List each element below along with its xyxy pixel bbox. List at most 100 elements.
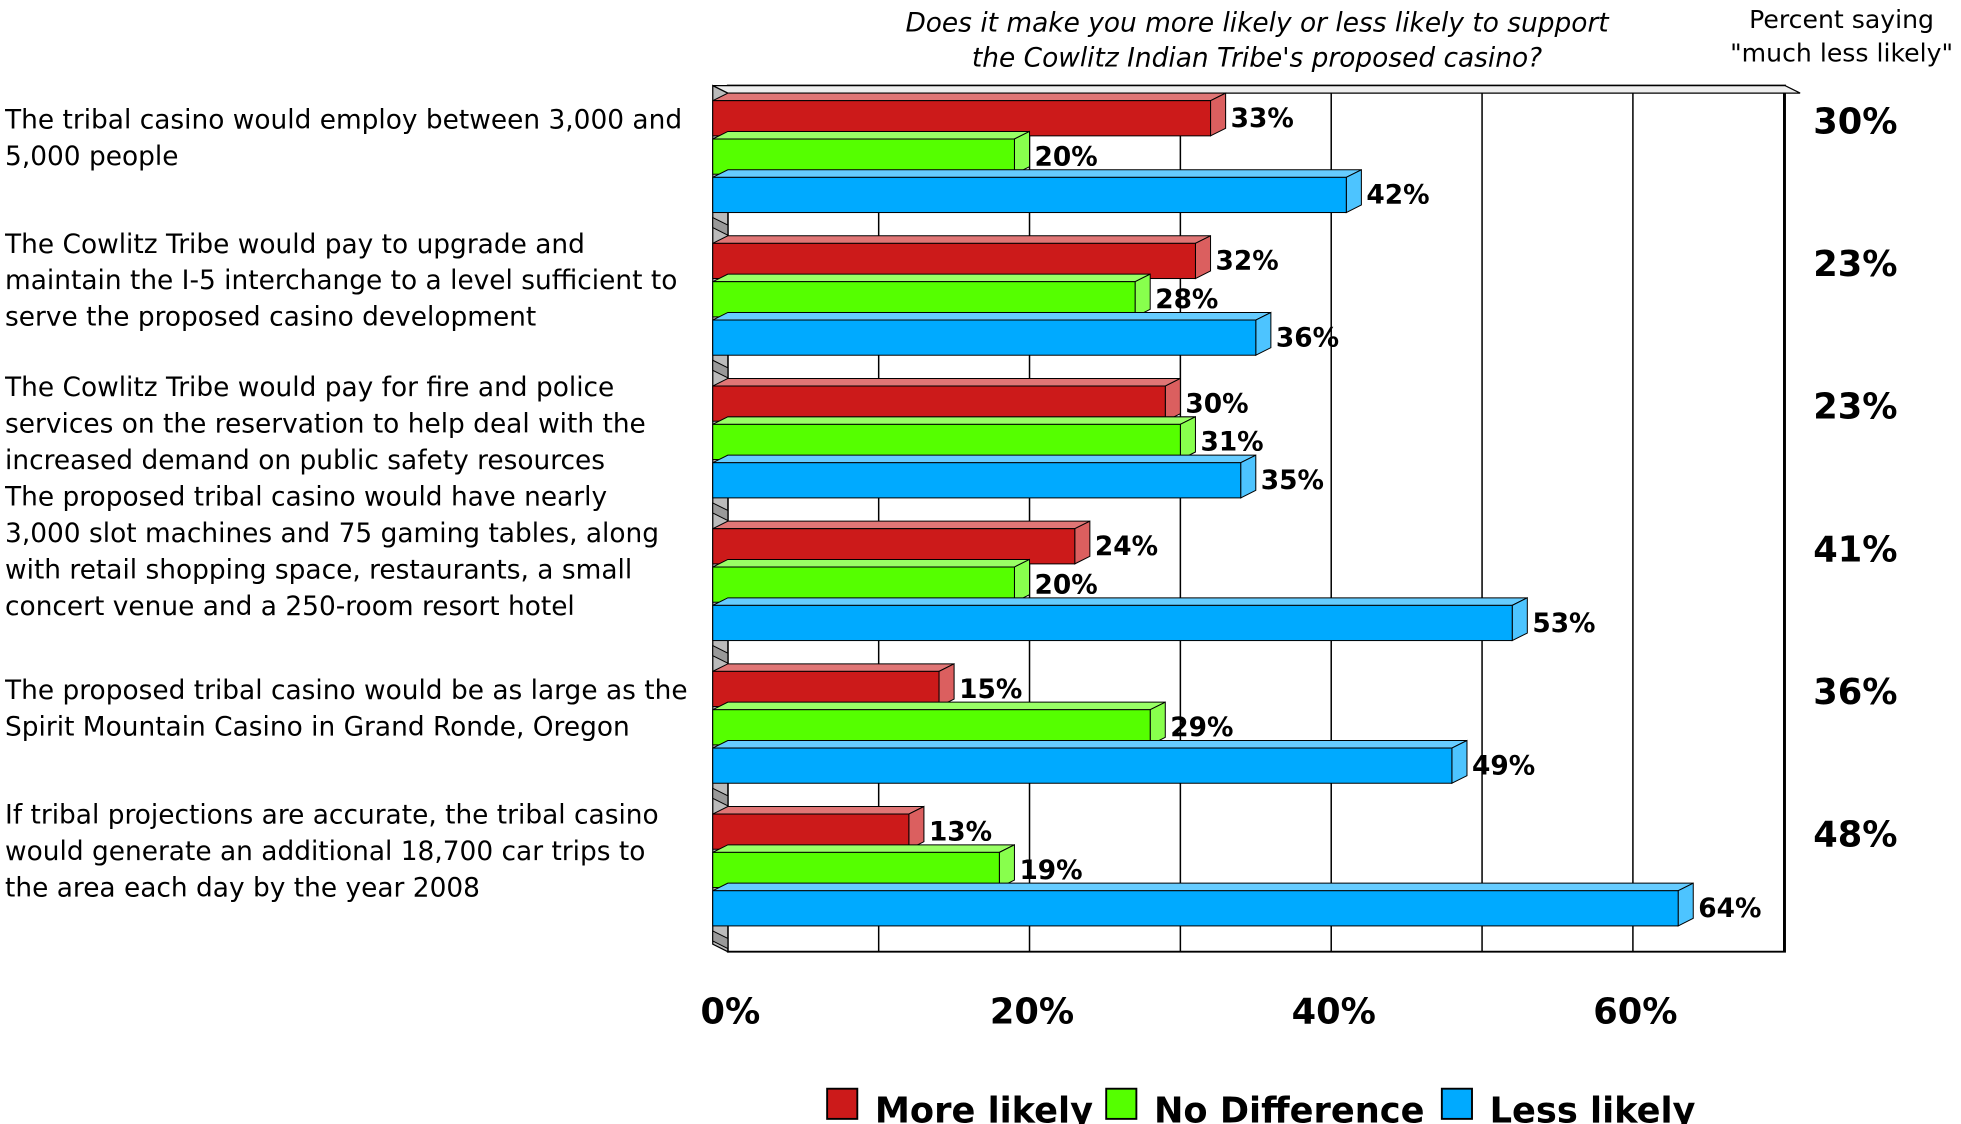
bar-front: [712, 462, 1242, 499]
bar: [712, 739, 1468, 785]
side-value: 23%: [1813, 244, 1897, 285]
bar: [712, 168, 1362, 214]
side-value: 36%: [1813, 672, 1897, 713]
bar-front: [712, 566, 1015, 603]
category-box: If tribal projections are accurate, the …: [5, 800, 659, 903]
value-label: 29%: [1170, 713, 1233, 743]
bar-side: [1179, 415, 1196, 461]
value-label: 53%: [1532, 609, 1595, 639]
value-label: 31%: [1200, 428, 1263, 458]
bar-side: [1240, 454, 1257, 499]
x-tick-label: 60%: [1593, 991, 1677, 1032]
x-tick-label: 20%: [990, 991, 1074, 1032]
bar-top: [712, 273, 1151, 283]
bar-top: [712, 805, 925, 815]
bar-top: [712, 311, 1272, 321]
side-title: Percent saying "much less likely": [1730, 3, 1954, 68]
bar-top: [712, 558, 1030, 568]
bar: [712, 882, 1694, 927]
category-text: The Cowlitz Tribe would pay to upgrade a…: [5, 228, 678, 332]
group-divider: [712, 359, 729, 379]
x-tick-label: 40%: [1292, 991, 1376, 1032]
bar-front: [712, 281, 1136, 318]
bar: [712, 454, 1257, 499]
bar-side: [1149, 701, 1166, 746]
bar-side: [1164, 377, 1181, 423]
legend-swatch: [1440, 1087, 1473, 1120]
bar-top: [712, 130, 1030, 140]
bar-side: [1013, 130, 1031, 176]
bar-front: [712, 528, 1076, 565]
bar-front: [712, 423, 1181, 461]
bar: [712, 130, 1031, 176]
bar-front: [712, 709, 1151, 746]
category-label: The Cowlitz Tribe would pay for fire and…: [5, 336, 690, 512]
value-label: 20%: [1035, 570, 1098, 600]
bar-front: [712, 890, 1679, 927]
category-box: The proposed tribal casino would be as l…: [5, 621, 690, 797]
bar-side: [1210, 92, 1227, 137]
bar-top: [712, 377, 1181, 387]
legend-label: More likely: [875, 1091, 1093, 1124]
side-value: 41%: [1813, 529, 1897, 570]
category-label: The proposed tribal casino would have ne…: [5, 463, 690, 639]
bar: [712, 311, 1272, 357]
bar-side: [1451, 739, 1468, 785]
category-box: The proposed tribal casino would have ne…: [5, 463, 690, 639]
side-value: 30%: [1813, 101, 1897, 142]
bar-front: [712, 176, 1347, 214]
group-divider: [712, 644, 729, 665]
group-divider: [712, 502, 729, 522]
bar-top: [712, 454, 1257, 464]
bar-side: [998, 844, 1015, 889]
category-text: The proposed tribal casino would be as l…: [5, 675, 688, 742]
bar-top: [712, 663, 955, 672]
bar: [712, 234, 1212, 280]
bar-front: [712, 670, 940, 708]
bar-front: [712, 747, 1453, 784]
value-label: 13%: [929, 817, 992, 847]
bar-front: [712, 138, 1015, 175]
bar: [712, 597, 1528, 642]
category-label: The proposed tribal casino would be as l…: [5, 621, 690, 797]
bar-top: [712, 235, 1211, 244]
value-label: 33%: [1231, 104, 1294, 134]
bar-side: [1013, 558, 1031, 604]
legend-label: No Difference: [1154, 1091, 1425, 1124]
bar-side: [1074, 520, 1091, 565]
side-title-box: Percent saying "much less likely": [1730, 3, 1954, 68]
bar: [712, 520, 1091, 565]
bar-side: [1345, 168, 1362, 214]
bar-side: [1677, 882, 1694, 927]
value-label: 28%: [1155, 285, 1218, 315]
legend-label: Less likely: [1490, 1091, 1696, 1124]
bar: [712, 663, 955, 708]
bar-top: [712, 597, 1528, 606]
bar-front: [712, 100, 1212, 137]
bar-top: [712, 882, 1694, 892]
bar-side: [938, 663, 955, 708]
side-value: 23%: [1813, 387, 1897, 428]
bar-front: [712, 851, 1000, 889]
title-box: Does it make you more likely or less lik…: [905, 7, 1609, 74]
bar: [712, 92, 1227, 137]
category-label: The tribal casino would employ between 3…: [5, 50, 690, 226]
bar-top: [712, 416, 1196, 425]
bar: [712, 805, 925, 851]
bar-front: [712, 242, 1196, 280]
bar-top: [712, 92, 1226, 102]
bar-top: [712, 739, 1468, 749]
bar-top: [712, 169, 1362, 178]
legend-swatch: [1105, 1087, 1138, 1120]
value-label: 36%: [1276, 323, 1339, 353]
value-label: 32%: [1216, 247, 1279, 277]
bar-front: [712, 604, 1513, 642]
bar: [712, 415, 1196, 461]
bar-front: [712, 813, 910, 850]
x-tick-label: 0%: [700, 991, 760, 1032]
bar-side: [1194, 234, 1212, 280]
group-divider: [712, 216, 729, 236]
chart-title: Does it make you more likely or less lik…: [905, 7, 1609, 74]
